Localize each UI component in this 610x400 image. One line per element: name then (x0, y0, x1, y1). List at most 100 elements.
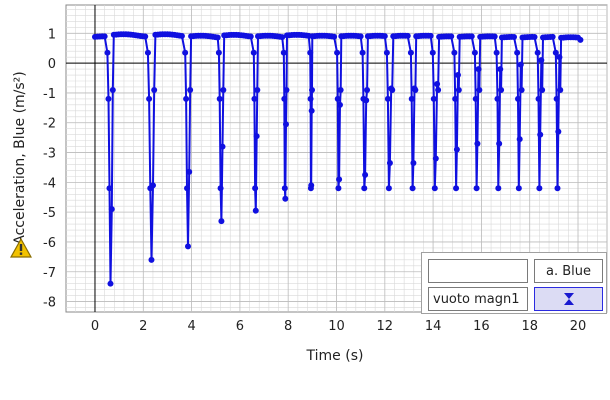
data-point[interactable] (515, 185, 522, 192)
data-point[interactable] (472, 95, 479, 102)
data-point[interactable] (518, 86, 525, 93)
data-point[interactable] (215, 49, 222, 56)
data-point[interactable] (430, 95, 437, 102)
data-point[interactable] (554, 185, 561, 192)
data-point[interactable] (495, 185, 502, 192)
data-point[interactable] (109, 86, 116, 93)
data-point[interactable] (337, 86, 344, 93)
data-point[interactable] (106, 185, 113, 192)
data-point[interactable] (331, 33, 338, 40)
data-point[interactable] (516, 136, 523, 143)
data-point[interactable] (149, 182, 156, 189)
data-point[interactable] (282, 121, 289, 128)
data-point[interactable] (184, 243, 191, 250)
data-point[interactable] (148, 256, 155, 263)
data-point[interactable] (144, 49, 151, 56)
data-point[interactable] (280, 49, 287, 56)
data-point[interactable] (473, 185, 480, 192)
data-point[interactable] (515, 95, 522, 102)
data-point[interactable] (146, 95, 153, 102)
data-point[interactable] (474, 140, 481, 147)
data-point[interactable] (494, 95, 501, 102)
data-point[interactable] (362, 171, 369, 178)
data-point[interactable] (251, 95, 258, 102)
data-point[interactable] (214, 34, 221, 41)
data-point[interactable] (250, 49, 257, 56)
data-point[interactable] (357, 33, 364, 40)
data-point[interactable] (407, 49, 414, 56)
data-point[interactable] (335, 185, 342, 192)
data-point[interactable] (531, 33, 538, 40)
data-point[interactable] (279, 34, 286, 41)
data-point[interactable] (104, 49, 111, 56)
data-point[interactable] (217, 185, 224, 192)
data-point[interactable] (434, 80, 441, 87)
data-point[interactable] (219, 143, 226, 150)
data-point[interactable] (281, 95, 288, 102)
legend-search-input[interactable] (428, 259, 528, 283)
data-point[interactable] (184, 185, 191, 192)
data-point[interactable] (453, 146, 460, 153)
data-point[interactable] (577, 36, 584, 43)
data-point[interactable] (448, 33, 455, 40)
data-point[interactable] (451, 49, 458, 56)
data-point[interactable] (363, 97, 370, 104)
data-point[interactable] (493, 49, 500, 56)
data-point[interactable] (218, 218, 225, 225)
data-point[interactable] (538, 57, 545, 64)
data-point[interactable] (468, 33, 475, 40)
data-point[interactable] (336, 176, 343, 183)
data-point[interactable] (453, 185, 460, 192)
data-point[interactable] (534, 49, 541, 56)
data-point[interactable] (384, 95, 391, 102)
data-point[interactable] (452, 95, 459, 102)
data-point[interactable] (253, 133, 260, 140)
data-point[interactable] (282, 195, 289, 202)
data-point[interactable] (471, 49, 478, 56)
data-point[interactable] (307, 49, 314, 56)
data-point[interactable] (511, 33, 518, 40)
data-point[interactable] (537, 131, 544, 138)
data-point[interactable] (334, 49, 341, 56)
data-point[interactable] (455, 86, 462, 93)
data-point[interactable] (359, 49, 366, 56)
data-point[interactable] (182, 49, 189, 56)
data-point[interactable] (252, 185, 259, 192)
data-point[interactable] (552, 49, 559, 56)
data-point[interactable] (557, 86, 564, 93)
data-point[interactable] (408, 95, 415, 102)
data-point[interactable] (556, 54, 563, 61)
data-point[interactable] (216, 95, 223, 102)
data-point[interactable] (252, 207, 259, 214)
data-point[interactable] (553, 95, 560, 102)
data-point[interactable] (475, 66, 482, 73)
data-point[interactable] (432, 155, 439, 162)
series-a-blue[interactable] (91, 31, 584, 287)
data-point[interactable] (435, 86, 442, 93)
data-point[interactable] (383, 49, 390, 56)
data-point[interactable] (498, 86, 505, 93)
data-point[interactable] (364, 86, 371, 93)
warning-icon[interactable] (10, 238, 32, 258)
legend-dataset-name[interactable]: vuoto magn1 (428, 287, 528, 311)
data-point[interactable] (381, 33, 388, 40)
data-point[interactable] (549, 33, 556, 40)
data-point[interactable] (476, 86, 483, 93)
data-point[interactable] (497, 66, 504, 73)
data-point[interactable] (386, 159, 393, 166)
data-point[interactable] (491, 33, 498, 40)
data-point[interactable] (536, 185, 543, 192)
data-point[interactable] (309, 86, 316, 93)
data-point[interactable] (308, 107, 315, 114)
data-point[interactable] (281, 185, 288, 192)
data-point[interactable] (535, 95, 542, 102)
data-point[interactable] (151, 86, 158, 93)
data-point[interactable] (254, 86, 261, 93)
data-point[interactable] (555, 128, 562, 135)
data-point[interactable] (334, 95, 341, 102)
data-point[interactable] (108, 206, 115, 213)
data-point[interactable] (431, 185, 438, 192)
data-point[interactable] (247, 33, 254, 40)
legend-expand-button[interactable] (534, 287, 603, 311)
data-point[interactable] (389, 86, 396, 93)
